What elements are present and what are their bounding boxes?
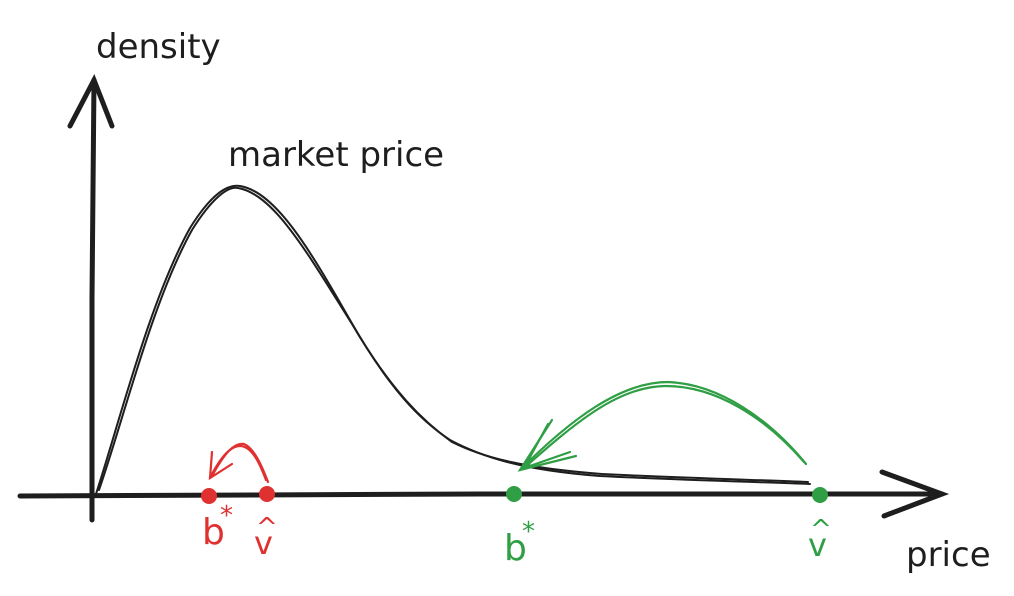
green-arrow — [517, 380, 808, 472]
y-axis-arrowhead — [67, 73, 115, 129]
green-value-point — [812, 487, 828, 503]
x-axis-line — [17, 491, 945, 499]
y-axis-label: density — [96, 27, 221, 67]
green-arrow-stroke-1 — [518, 380, 808, 472]
market-price-curve — [95, 184, 811, 495]
curve-label: market price — [228, 135, 444, 175]
x-axis-label: price — [906, 535, 991, 575]
red-bid-label: b — [202, 512, 225, 553]
y-axis — [67, 73, 115, 523]
red-arrow — [208, 442, 270, 484]
green-bid-point — [506, 486, 522, 502]
y-axis-line — [89, 77, 97, 523]
market-price-curve-stroke-2 — [98, 186, 809, 491]
x-axis-arrowhead — [879, 469, 950, 519]
red-arrow-stroke-2 — [208, 444, 268, 482]
red-bid-point — [201, 488, 217, 504]
red-value-label: v — [254, 524, 273, 562]
red-bid-star: * — [220, 501, 233, 531]
green-arrow-head-2 — [521, 422, 572, 470]
green-bid-star: * — [522, 517, 535, 547]
green-value-label: v — [808, 526, 827, 564]
green-bid-label: b — [504, 528, 527, 569]
market-price-curve-stroke-1 — [95, 184, 811, 495]
x-axis — [17, 469, 950, 519]
green-value-hat: ^ — [810, 515, 832, 545]
red-arrow-head — [208, 450, 234, 481]
red-value-hat: ^ — [256, 513, 278, 543]
red-value-point — [259, 486, 275, 502]
green-arrow-stroke-2 — [522, 384, 806, 470]
